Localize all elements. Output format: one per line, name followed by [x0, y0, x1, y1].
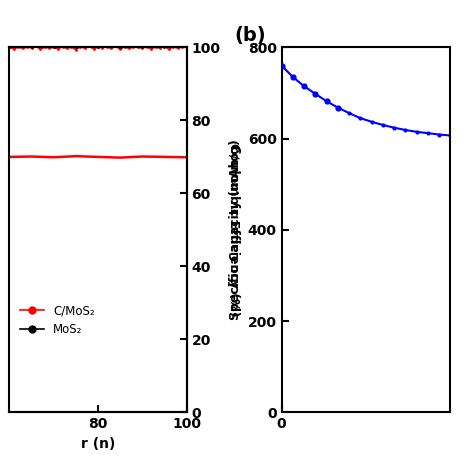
Legend: C/MoS₂, MoS₂: C/MoS₂, MoS₂ — [15, 300, 100, 341]
Point — [289, 73, 297, 81]
Point — [301, 82, 308, 90]
Point — [334, 104, 342, 111]
X-axis label: r (n): r (n) — [81, 437, 115, 451]
Point — [278, 62, 285, 69]
Point — [323, 98, 330, 105]
Text: (b): (b) — [235, 26, 266, 45]
Point — [311, 90, 319, 98]
Y-axis label: Coulombic Efficiency (%): Coulombic Efficiency (%) — [227, 143, 240, 317]
Y-axis label: Specific Capacity (mAh/g): Specific Capacity (mAh/g) — [229, 139, 242, 320]
